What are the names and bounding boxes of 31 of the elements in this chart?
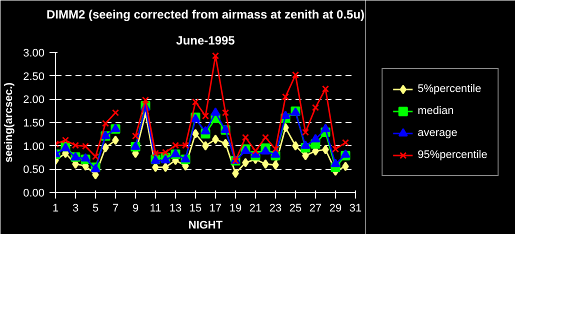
x-tick-label: 13 xyxy=(169,202,182,214)
x-tick-label: 15 xyxy=(189,202,202,214)
x-tick-label: 19 xyxy=(229,202,242,214)
y-tick-label: 1.00 xyxy=(23,140,45,153)
x-tick-label: 1 xyxy=(52,202,59,214)
x-tick-label: 7 xyxy=(112,202,119,214)
x-axis-title: NIGHT xyxy=(188,220,223,232)
x-tick-label: 3 xyxy=(72,202,79,214)
legend-label: 5%percentile xyxy=(418,83,482,95)
y-tick-label: 0.50 xyxy=(23,164,45,176)
y-tick-label: 2.00 xyxy=(23,94,45,106)
legend-label: average xyxy=(418,127,458,139)
legend-label: median xyxy=(418,105,454,117)
x-tick-label: 11 xyxy=(150,202,162,214)
y-tick-label: 1.50 xyxy=(23,118,45,130)
x-tick-label: 25 xyxy=(289,202,302,214)
x-tick-label: 9 xyxy=(132,202,139,214)
y-tick-label: 2.50 xyxy=(23,70,45,83)
y-axis-title: seeing(arcsec.) xyxy=(3,82,16,163)
chart-subtitle: June-1995 xyxy=(176,34,236,48)
x-tick-label: 31 xyxy=(349,202,362,214)
y-tick-label: 0.00 xyxy=(23,188,45,200)
y-tick-label: 3.00 xyxy=(23,48,45,60)
x-tick-label: 27 xyxy=(309,202,322,214)
legend-label: 95%percentile xyxy=(418,149,488,161)
x-tick-label: 5 xyxy=(92,202,99,214)
x-tick-label: 23 xyxy=(269,202,282,214)
x-tick-label: 29 xyxy=(329,202,342,214)
x-tick-label: 17 xyxy=(209,202,222,214)
chart-title: DIMM2 (seeing corrected from airmass at zenith at 0.5u) xyxy=(46,8,365,22)
x-tick-label: 21 xyxy=(249,202,262,214)
